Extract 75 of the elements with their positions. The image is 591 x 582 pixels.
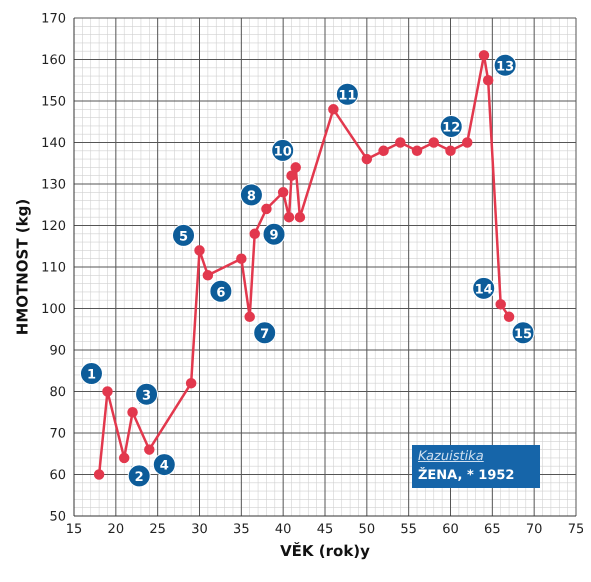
point <box>202 270 214 281</box>
x-tick-label: 60 <box>442 522 459 538</box>
annotation: 5 <box>178 229 188 244</box>
point <box>378 146 389 156</box>
x-tick-label: 20 <box>108 522 124 538</box>
annotation: 11 <box>338 88 356 104</box>
x-tick-label: 70 <box>526 522 542 538</box>
x-tick-label: 30 <box>191 522 208 538</box>
point <box>194 245 205 256</box>
annotation: 2 <box>134 470 144 485</box>
point <box>412 146 422 156</box>
point <box>278 187 288 198</box>
y-tick-label: 60 <box>49 468 66 484</box>
annotation: Kazuistika <box>418 448 485 466</box>
annotation: 1 <box>86 368 96 382</box>
annotation: 14 <box>474 282 493 298</box>
y-tick-label: 160 <box>41 53 66 68</box>
x-tick-label: 35 <box>233 522 250 538</box>
y-tick-label: 170 <box>41 12 66 27</box>
x-tick-label: 45 <box>316 522 334 538</box>
point <box>428 137 440 148</box>
point <box>94 469 104 480</box>
y-tick-label: 80 <box>49 385 66 400</box>
point <box>395 137 406 148</box>
y-tick-label: 120 <box>41 219 66 234</box>
x-tick-label: 40 <box>274 522 292 538</box>
point <box>249 228 260 240</box>
annotation: 7 <box>260 326 270 342</box>
point <box>284 212 294 222</box>
y-tick-label: 90 <box>49 344 66 359</box>
point <box>328 104 339 115</box>
annotation: 15 <box>514 326 532 342</box>
point <box>286 170 297 181</box>
annotation: 6 <box>216 285 226 300</box>
point <box>144 444 155 455</box>
point <box>261 204 272 214</box>
point <box>127 407 138 418</box>
y-tick-label: 100 <box>41 302 66 318</box>
annotation: 9 <box>270 228 279 244</box>
point <box>244 312 255 322</box>
annotation: 4 <box>160 458 169 474</box>
y-tick-label: 50 <box>49 510 66 525</box>
annotation: ŽENA, * 1952 <box>418 466 516 485</box>
point <box>504 312 514 322</box>
point <box>482 75 494 86</box>
x-tick-label: 50 <box>358 522 376 538</box>
point <box>186 378 196 388</box>
x-tick-label: 55 <box>400 522 417 538</box>
point <box>294 212 306 222</box>
y-tick-label: 140 <box>41 136 66 152</box>
x-tick-label: 75 <box>568 522 584 538</box>
point <box>290 162 301 173</box>
annotation: 12 <box>442 120 460 136</box>
point <box>445 146 456 156</box>
point <box>462 137 472 148</box>
point <box>478 50 490 61</box>
point <box>102 386 113 397</box>
y-tick-label: 150 <box>41 94 66 110</box>
point <box>236 253 247 264</box>
x-tick-label: 15 <box>66 522 82 538</box>
annotation: 8 <box>246 188 256 204</box>
x-tick-label: 25 <box>149 522 166 538</box>
y-axis-title: HMOTNOST (kg) <box>13 198 32 336</box>
annotation: 13 <box>496 59 514 74</box>
point <box>495 299 506 310</box>
x-tick-label: 65 <box>484 522 501 538</box>
annotation: 10 <box>274 144 292 160</box>
y-tick-label: 110 <box>41 260 66 276</box>
point <box>362 154 372 164</box>
point <box>118 452 130 464</box>
y-tick-label: 130 <box>41 178 66 193</box>
y-tick-label: 70 <box>49 426 66 442</box>
x-axis-title: VĚK (rok)y <box>280 542 370 560</box>
annotation: 3 <box>142 388 152 404</box>
caption-box: Kazuistika ŽENA, * 1952 <box>412 445 540 488</box>
